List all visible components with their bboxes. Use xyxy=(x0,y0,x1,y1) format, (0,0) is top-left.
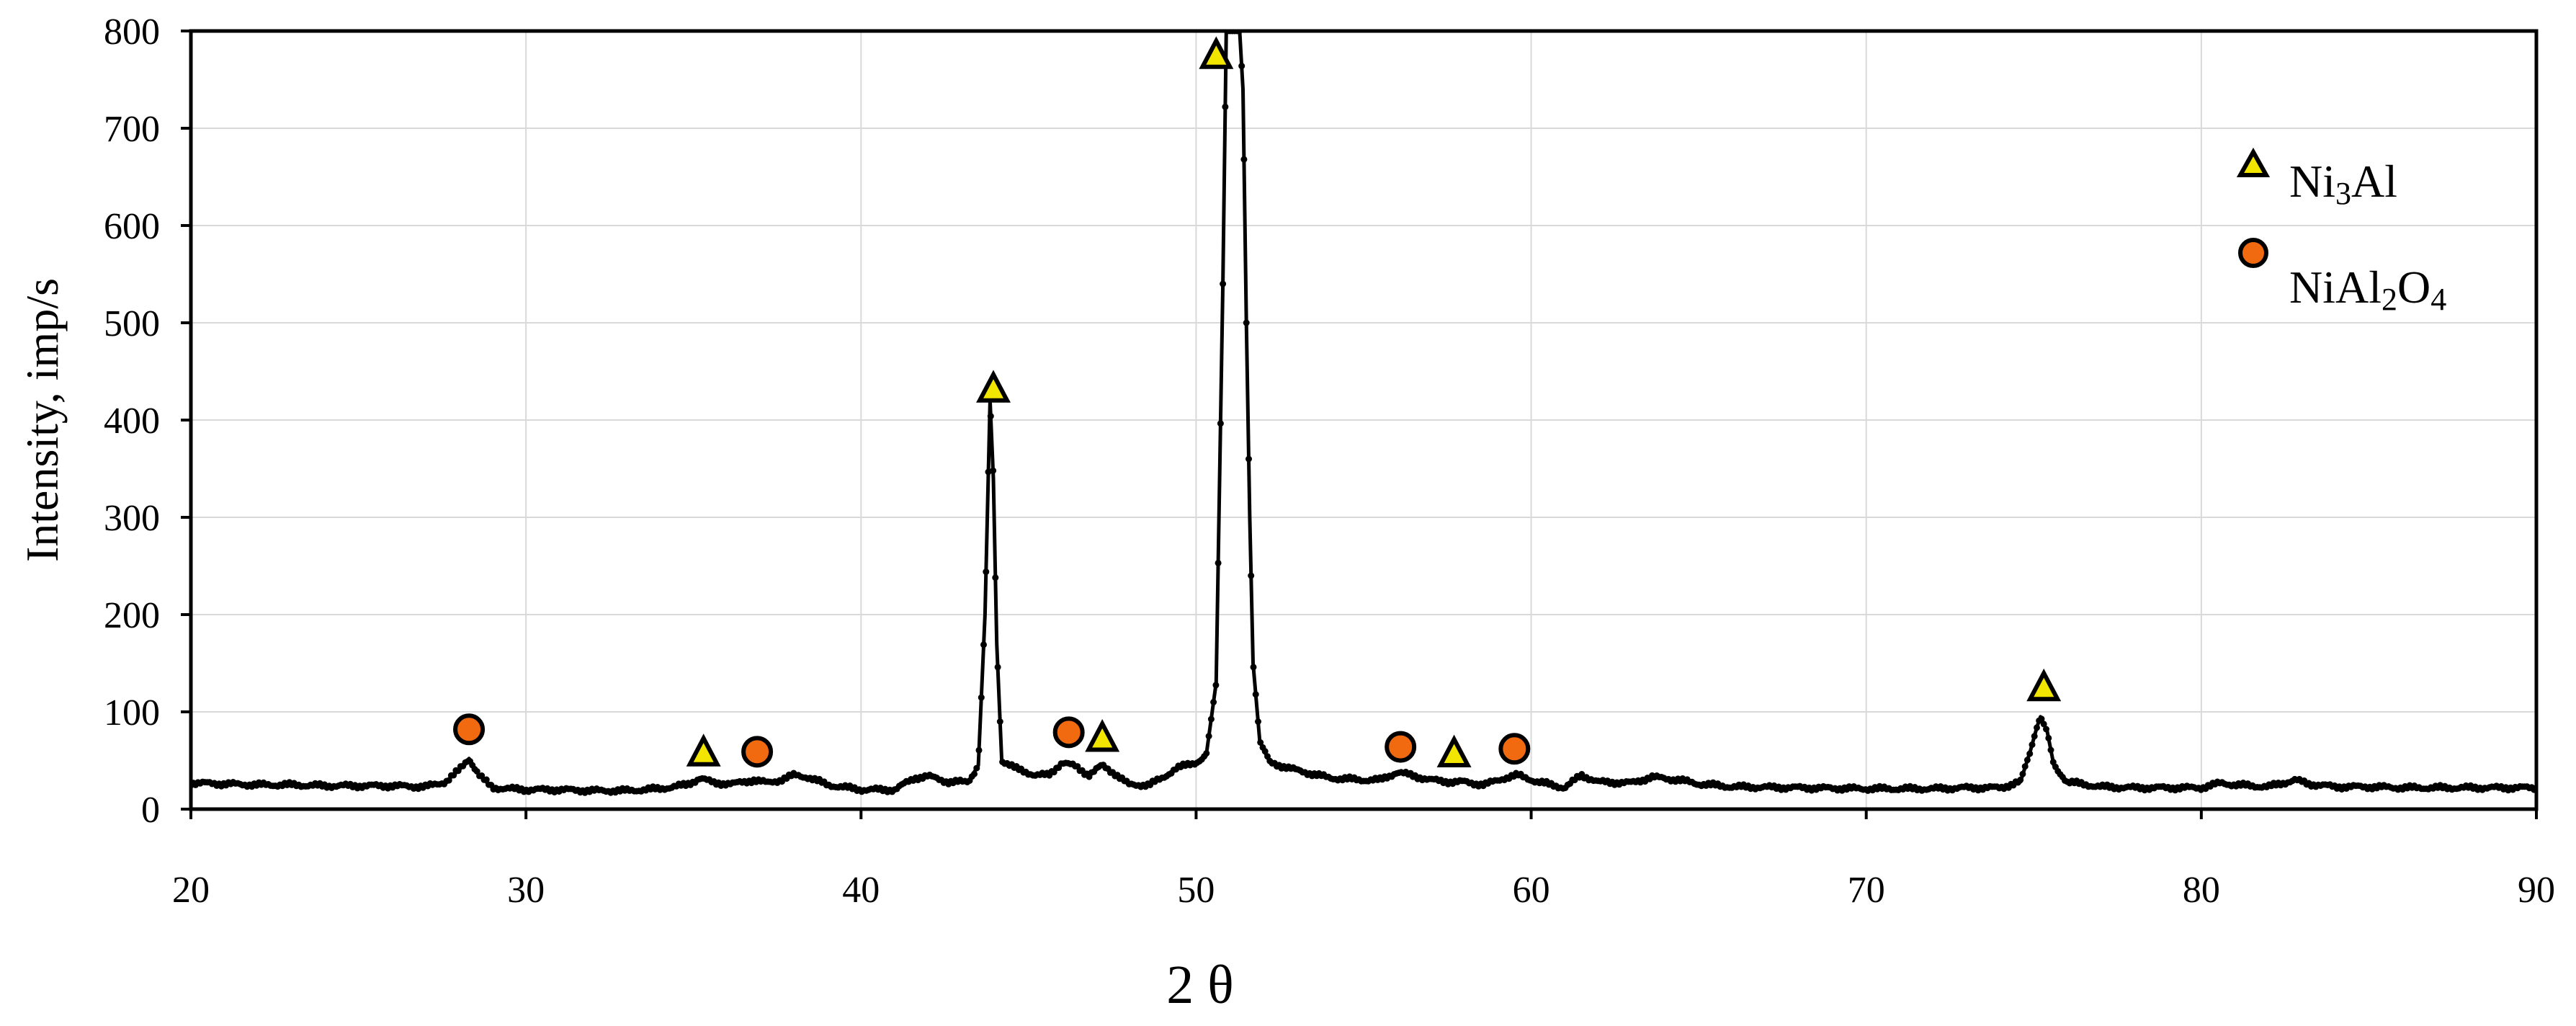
data-point xyxy=(2034,724,2040,731)
nial2o4-peak-marker xyxy=(1498,733,1531,765)
y-tick-label: 800 xyxy=(104,12,160,53)
data-point xyxy=(2029,741,2036,749)
data-point xyxy=(445,777,452,784)
x-tick-label: 50 xyxy=(1177,870,1215,911)
data-point xyxy=(992,574,999,581)
data-point xyxy=(2019,770,2026,777)
y-tick-label: 300 xyxy=(104,498,160,539)
data-point xyxy=(2017,776,2024,783)
data-point xyxy=(2038,715,2045,723)
phase-markers xyxy=(453,36,2062,768)
data-point xyxy=(2047,746,2054,754)
data-point xyxy=(1250,664,1257,671)
y-tick-label: 100 xyxy=(104,692,160,733)
nial2o4-peak-marker xyxy=(453,713,486,746)
ni3al-peak-marker xyxy=(1199,36,1234,69)
ni3al-peak-marker xyxy=(1085,719,1120,752)
data-point xyxy=(1257,739,1264,746)
y-tick-label: 500 xyxy=(104,303,160,344)
data-point xyxy=(1255,718,1261,725)
data-point xyxy=(1240,156,1248,163)
data-point xyxy=(1245,455,1252,463)
y-tick-label: 700 xyxy=(104,109,160,150)
legend-nial2o4-label-sub1: 2 xyxy=(2382,282,2397,317)
data-point xyxy=(987,413,994,420)
x-tick-labels: 20 30 40 50 60 70 80 90 xyxy=(172,809,2555,911)
nial2o4-peak-marker xyxy=(741,736,774,768)
data-point xyxy=(2023,757,2031,764)
legend-ni3al-label-mid: Al xyxy=(2351,156,2397,207)
x-tick-label: 20 xyxy=(172,870,210,911)
series-group xyxy=(191,31,2536,796)
data-point xyxy=(1207,715,1215,723)
x-axis-title: 2 θ xyxy=(1166,955,1233,1015)
legend-nial2o4-marker xyxy=(2238,238,2268,268)
nial2o4-peak-marker xyxy=(1052,716,1085,749)
data-point xyxy=(971,770,978,777)
data-point xyxy=(2043,726,2049,733)
data-point xyxy=(990,467,997,474)
data-point xyxy=(996,718,1003,725)
data-point xyxy=(1248,572,1255,579)
x-tick-label: 70 xyxy=(1848,870,1885,911)
ni3al-peak-marker xyxy=(2026,668,2062,702)
legend-ni3al-marker xyxy=(2236,147,2271,177)
data-point xyxy=(1203,750,1210,757)
legend-nial2o4-label: NiAl2O4 xyxy=(2289,262,2446,317)
legend-ni3al-label-sub1: 3 xyxy=(2335,176,2351,211)
y-axis-title: Intensity, imp/s xyxy=(17,278,68,562)
data-point xyxy=(1261,748,1269,755)
data-point xyxy=(1238,63,1245,70)
legend-nial2o4-label-sub2: 4 xyxy=(2430,282,2446,317)
data-point xyxy=(2049,759,2057,766)
data-point xyxy=(483,776,490,783)
x-tick-label: 60 xyxy=(1513,870,1550,911)
data-point xyxy=(450,772,457,779)
data-point xyxy=(2040,721,2047,728)
x-tick-label: 30 xyxy=(507,870,545,911)
data-point xyxy=(1243,319,1250,326)
data-point xyxy=(978,694,985,701)
y-tick-labels: 0 100 200 300 400 500 600 700 800 xyxy=(104,12,191,831)
y-tick-label: 0 xyxy=(141,790,160,831)
data-point xyxy=(973,764,980,772)
ni3al-peak-marker xyxy=(976,370,1011,403)
data-point xyxy=(1222,103,1229,110)
x-tick-label: 90 xyxy=(2518,870,2555,911)
data-point xyxy=(1252,691,1259,698)
data-point xyxy=(983,568,990,576)
data-point xyxy=(1210,699,1217,705)
data-point xyxy=(980,641,987,648)
legend-ni3al-label-base: Ni xyxy=(2289,156,2335,207)
data-point xyxy=(1212,682,1220,689)
ni3al-peak-marker xyxy=(1436,734,1472,768)
data-point xyxy=(975,746,983,754)
data-point xyxy=(1205,733,1212,740)
data-point xyxy=(994,664,1001,671)
y-tick-label: 200 xyxy=(104,595,160,636)
x-tick-label: 40 xyxy=(842,870,880,911)
nial2o4-peak-marker xyxy=(1385,731,1417,763)
data-point xyxy=(2026,750,2034,757)
data-point xyxy=(1215,559,1222,566)
data-point xyxy=(1217,420,1224,427)
ni3al-peak-marker xyxy=(686,733,721,767)
grid-lines xyxy=(191,31,2536,809)
x-tick-label: 80 xyxy=(2183,870,2220,911)
legend: Ni3Al NiAl2O4 xyxy=(2236,147,2446,317)
legend-nial2o4-label-base: NiAl xyxy=(2289,262,2382,313)
series-line xyxy=(191,31,2536,793)
data-point xyxy=(1220,280,1227,287)
plot-area xyxy=(191,31,2536,796)
data-point xyxy=(2045,734,2052,741)
data-point xyxy=(2031,733,2038,740)
data-point xyxy=(2021,763,2029,770)
y-tick-label: 600 xyxy=(104,206,160,247)
legend-ni3al-label: Ni3Al xyxy=(2289,156,2397,211)
y-tick-label: 400 xyxy=(104,401,160,442)
legend-nial2o4-label-mid: O xyxy=(2397,262,2430,313)
